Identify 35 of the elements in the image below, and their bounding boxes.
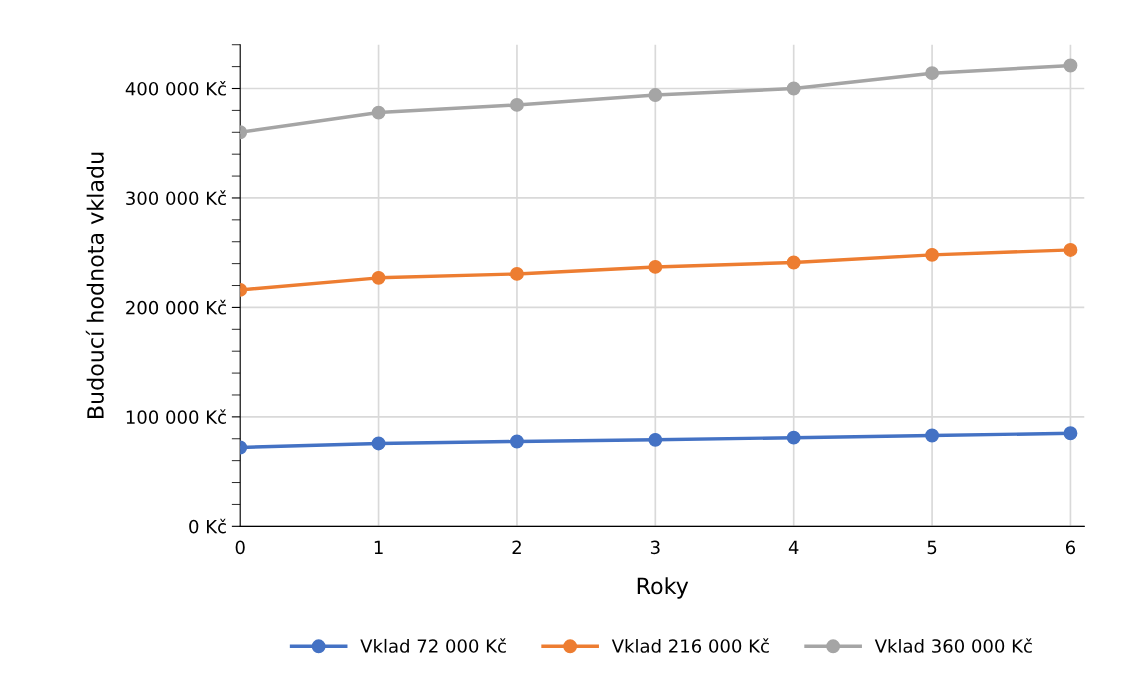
- point: [510, 97, 524, 112]
- x-tick-label: 2: [512, 540, 521, 554]
- point: [371, 105, 386, 120]
- legend-label: Vklad 72 000 Kč: [360, 638, 506, 653]
- legend-label: Vklad 360 000 Kč: [874, 638, 1032, 653]
- x-tick-label: 3: [650, 540, 660, 555]
- y-tick-label: 200 000 Kč: [126, 299, 226, 315]
- point: [648, 88, 663, 103]
- point: [786, 81, 801, 96]
- x-tick-label: 1: [374, 540, 383, 554]
- point: [925, 428, 940, 443]
- point: [648, 259, 663, 274]
- legend-label: Vklad 216 000 Kč: [611, 638, 769, 653]
- y-axis-title: Budoucí hodnota vkladu: [85, 152, 104, 419]
- point: [786, 430, 801, 445]
- y-tick-label: 100 000 Kč: [126, 409, 226, 424]
- point: [648, 432, 663, 447]
- point: [510, 434, 524, 449]
- y-tick-label: 300 000 Kč: [126, 190, 226, 206]
- point: [371, 436, 386, 451]
- x-axis-title: Roky: [637, 577, 689, 599]
- point: [1063, 58, 1078, 73]
- point: [1063, 243, 1078, 257]
- point: [925, 66, 940, 81]
- y-tick-label: 0 Kč: [189, 518, 226, 534]
- point: [371, 270, 386, 285]
- point: [1063, 426, 1078, 441]
- x-tick-label: 4: [788, 540, 799, 554]
- x-tick-label: 6: [1065, 540, 1076, 555]
- y-tick-label: 400 000 Kč: [125, 80, 226, 96]
- point: [510, 266, 524, 281]
- x-tick-label: 0: [235, 540, 245, 555]
- x-tick-label: 5: [927, 540, 937, 555]
- point: [786, 255, 801, 270]
- point: [925, 247, 940, 262]
